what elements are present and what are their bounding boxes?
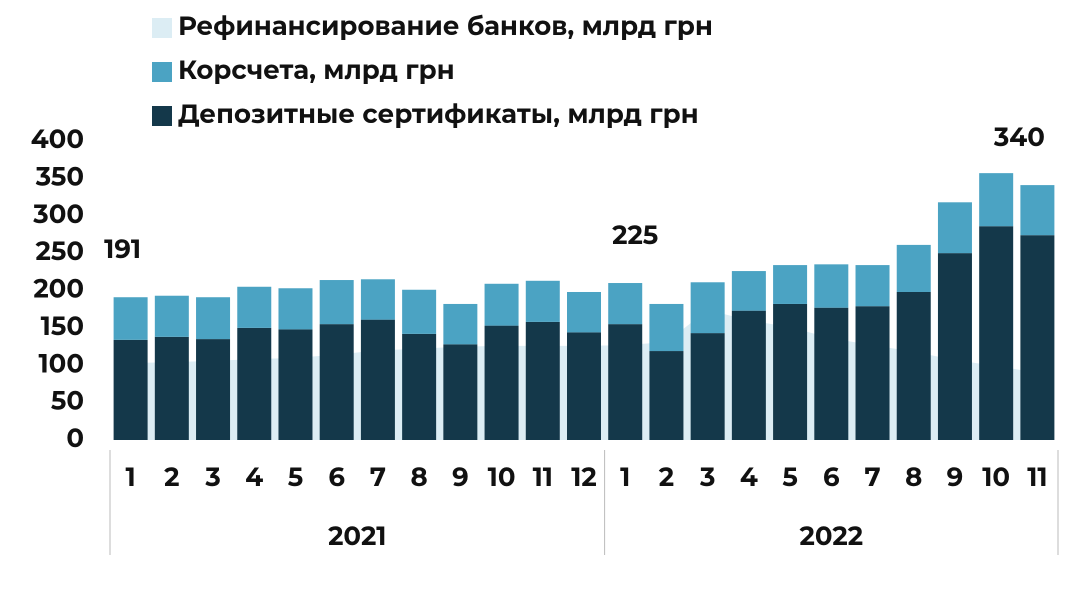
x-tick-label: 10 bbox=[488, 461, 516, 493]
x-tick-label: 7 bbox=[864, 461, 880, 493]
bar bbox=[154, 295, 189, 337]
x-tick-label: 6 bbox=[823, 461, 840, 493]
x-tick-label: 4 bbox=[740, 461, 758, 493]
bar bbox=[525, 321, 560, 440]
x-tick-label: 7 bbox=[370, 461, 386, 493]
bar bbox=[319, 324, 354, 440]
bar bbox=[896, 244, 931, 292]
x-tick-label: 8 bbox=[411, 461, 428, 493]
bar bbox=[237, 286, 272, 328]
x-tick-label: 4 bbox=[245, 461, 263, 493]
bar bbox=[649, 303, 684, 352]
x-tick-label: 2 bbox=[164, 461, 179, 493]
bar bbox=[731, 310, 766, 440]
group-label: 2021 bbox=[328, 520, 386, 552]
bar bbox=[360, 279, 395, 320]
annotation: 340 bbox=[993, 121, 1045, 153]
y-tick-label: 400 bbox=[31, 123, 84, 155]
bar bbox=[443, 303, 478, 345]
x-tick-label: 10 bbox=[982, 461, 1010, 493]
x-tick-label: 3 bbox=[699, 461, 715, 493]
legend-label: Депозитные сертификаты, млрд грн bbox=[178, 98, 699, 130]
legend-label: Рефинансирование банков, млрд грн bbox=[178, 10, 713, 42]
bar bbox=[855, 265, 890, 307]
legend-label: Корсчета, млрд грн bbox=[178, 54, 455, 86]
bar bbox=[154, 336, 189, 440]
bar bbox=[773, 303, 808, 440]
legend-swatch bbox=[152, 62, 172, 82]
bar bbox=[484, 325, 519, 440]
bar bbox=[278, 329, 313, 440]
bar bbox=[608, 283, 643, 325]
y-tick-label: 100 bbox=[38, 347, 84, 379]
bar bbox=[113, 339, 148, 440]
bar bbox=[567, 291, 601, 333]
x-tick-label: 8 bbox=[905, 461, 922, 493]
bar bbox=[278, 288, 313, 330]
bar bbox=[196, 339, 231, 440]
bar bbox=[443, 344, 478, 440]
y-tick-label: 300 bbox=[32, 198, 84, 230]
bar bbox=[690, 333, 725, 440]
bar bbox=[484, 283, 519, 326]
bar bbox=[896, 291, 931, 440]
y-tick-label: 150 bbox=[41, 310, 84, 342]
x-tick-label: 5 bbox=[288, 461, 303, 493]
bar bbox=[525, 280, 560, 322]
bar bbox=[1020, 235, 1055, 440]
bar bbox=[855, 306, 890, 440]
x-tick-label: 6 bbox=[328, 461, 345, 493]
x-tick-label: 11 bbox=[533, 461, 553, 493]
group-label: 2022 bbox=[800, 520, 864, 552]
y-tick-label: 250 bbox=[36, 235, 84, 267]
bar bbox=[196, 297, 231, 340]
x-tick-label: 5 bbox=[782, 461, 797, 493]
bar bbox=[814, 264, 849, 308]
x-tick-label: 11 bbox=[1027, 461, 1047, 493]
bar bbox=[937, 202, 972, 254]
bar bbox=[113, 297, 148, 340]
y-tick-label: 50 bbox=[51, 385, 84, 417]
x-tick-label: 9 bbox=[452, 461, 469, 493]
bar bbox=[690, 282, 725, 334]
bar bbox=[608, 324, 643, 440]
x-tick-label: 9 bbox=[947, 461, 964, 493]
bar bbox=[937, 253, 972, 440]
bar bbox=[979, 173, 1014, 227]
y-tick-label: 0 bbox=[66, 422, 84, 454]
bar bbox=[979, 226, 1014, 440]
bar bbox=[402, 289, 437, 334]
legend-swatch bbox=[152, 106, 172, 126]
x-tick-label: 12 bbox=[571, 461, 597, 493]
bar bbox=[402, 333, 437, 440]
bar bbox=[814, 307, 849, 440]
y-tick-label: 200 bbox=[33, 273, 84, 305]
annotation: 225 bbox=[612, 219, 658, 251]
x-tick-label: 1 bbox=[620, 461, 630, 493]
bar bbox=[319, 280, 354, 325]
bar bbox=[1020, 185, 1055, 236]
bar bbox=[237, 327, 272, 440]
x-tick-label: 2 bbox=[659, 461, 674, 493]
bar bbox=[773, 265, 808, 304]
x-tick-label: 3 bbox=[204, 461, 220, 493]
y-tick-label: 350 bbox=[35, 160, 84, 192]
legend-swatch bbox=[152, 18, 172, 38]
bar bbox=[649, 351, 684, 440]
bar bbox=[567, 332, 601, 440]
annotation: 191 bbox=[104, 233, 141, 265]
bar bbox=[360, 319, 395, 440]
bar bbox=[731, 271, 766, 311]
x-tick-label: 1 bbox=[126, 461, 136, 493]
